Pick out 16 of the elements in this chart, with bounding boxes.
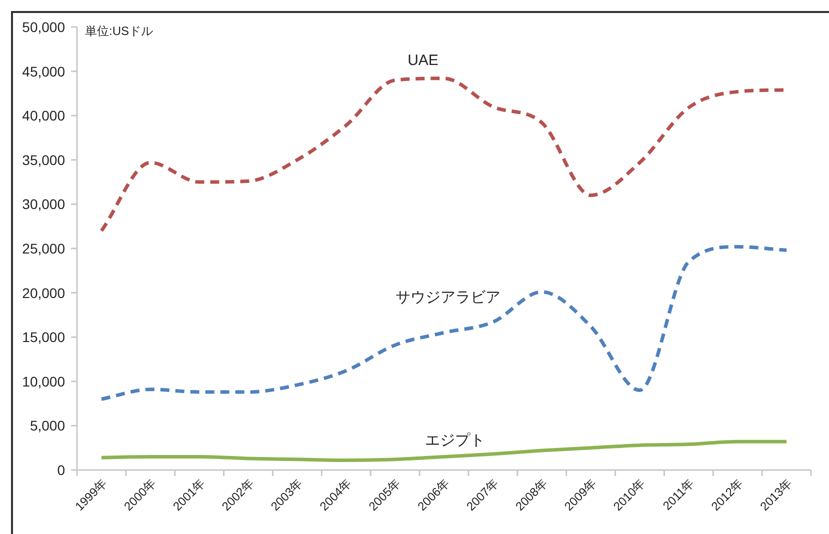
line-series: [100, 244, 788, 401]
y-tick-label: 5,000: [30, 418, 66, 434]
y-tick-label: 25,000: [22, 240, 66, 256]
y-tick-label: 20,000: [22, 284, 66, 301]
y-tick-label: 10,000: [22, 373, 66, 390]
y-tick-label: 15,000: [22, 329, 66, 346]
series-label: エジプト: [425, 432, 485, 449]
series-label: サウジアラビア: [396, 289, 500, 306]
y-tick-label: 30,000: [22, 196, 66, 212]
y-tick-label: 40,000: [22, 108, 66, 124]
series-label: UAE: [408, 52, 438, 69]
y-tick-label: 50,000: [22, 19, 66, 35]
y-tick-label: 0: [57, 462, 66, 478]
annotation: 単位:USドル: [85, 24, 154, 38]
y-tick-label: 45,000: [22, 63, 66, 80]
y-tick-label: 35,000: [22, 152, 66, 168]
